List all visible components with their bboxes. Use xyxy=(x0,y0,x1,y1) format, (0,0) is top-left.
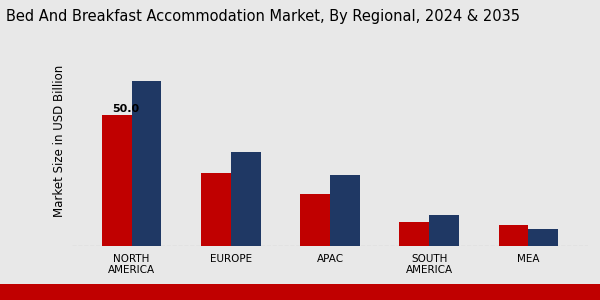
Bar xyxy=(429,214,459,246)
Bar xyxy=(300,194,330,246)
Bar xyxy=(529,229,558,246)
Bar xyxy=(400,222,429,246)
Bar xyxy=(102,115,131,246)
Y-axis label: Market Size in USD Billion: Market Size in USD Billion xyxy=(53,65,67,217)
Bar xyxy=(330,175,360,246)
Bar xyxy=(131,81,161,246)
Text: 50.0: 50.0 xyxy=(112,104,139,114)
Bar xyxy=(201,172,231,246)
Bar xyxy=(231,152,260,246)
Bar xyxy=(499,225,529,246)
Text: Bed And Breakfast Accommodation Market, By Regional, 2024 & 2035: Bed And Breakfast Accommodation Market, … xyxy=(6,9,520,24)
